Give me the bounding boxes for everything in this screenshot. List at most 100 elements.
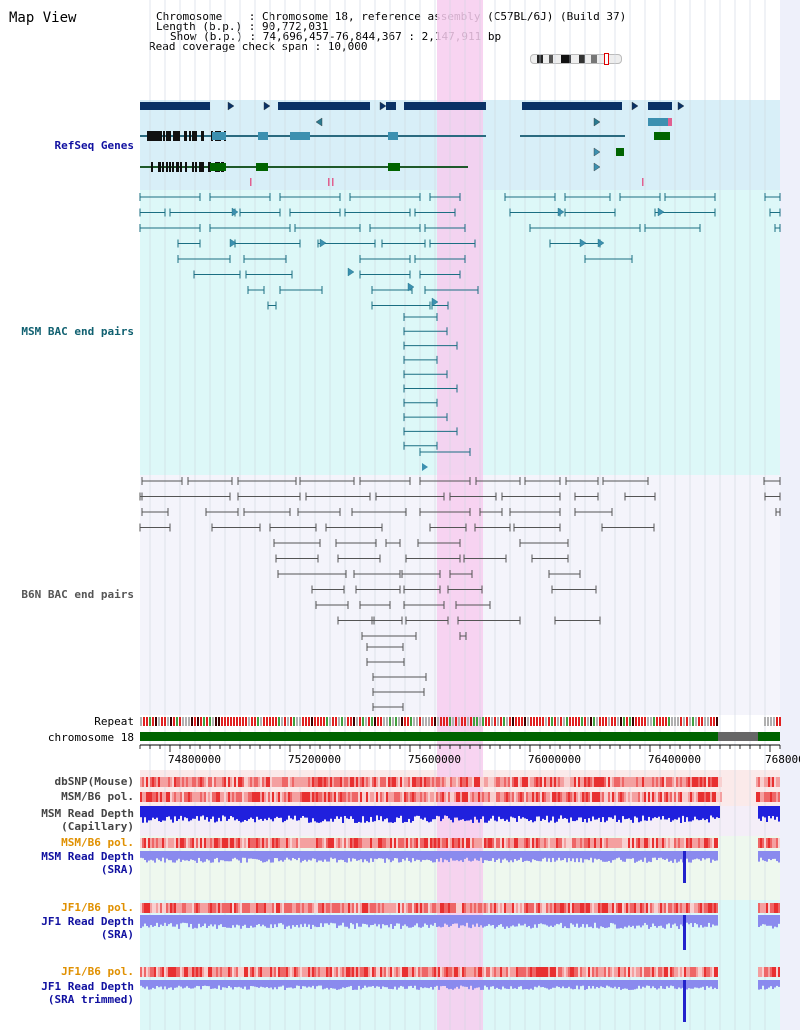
gene-exon: [185, 162, 187, 172]
heat-cell: [442, 967, 444, 977]
heat-cell: [720, 777, 722, 787]
depth-bar: [358, 980, 360, 986]
heat-cell: [270, 777, 272, 787]
depth-bar: [608, 851, 610, 861]
gene-exon: [169, 162, 171, 172]
heat-cell: [310, 777, 312, 787]
heat-cell: [704, 967, 706, 977]
track-label-msm-b6-pol[interactable]: MSM/B6 pol.: [61, 790, 134, 803]
heat-cell: [398, 903, 400, 913]
heat-cell: [630, 838, 632, 848]
depth-bar: [776, 851, 778, 862]
heat-cell: [586, 777, 588, 787]
heat-cell: [368, 838, 370, 848]
heat-cell: [472, 903, 474, 913]
depth-bar: [564, 980, 566, 989]
depth-bar: [234, 915, 236, 928]
depth-bar: [674, 806, 676, 820]
heat-cell: [686, 792, 688, 802]
heat-cell: [278, 777, 280, 787]
track-label-msm-b6-pol-2[interactable]: MSM/B6 pol.: [61, 836, 134, 849]
track-label-jf1-b6-pol[interactable]: JF1/B6 pol.: [61, 901, 134, 914]
heat-cell: [528, 838, 530, 848]
depth-bar: [200, 980, 202, 990]
heat-cell: [290, 903, 292, 913]
heat-cell: [402, 967, 404, 977]
track-label-msm-depth-capillary-1[interactable]: MSM Read Depth: [41, 807, 134, 820]
track-label-chromosome[interactable]: chromosome 18: [47, 731, 134, 744]
depth-bar: [578, 915, 580, 928]
depth-bar: [696, 915, 698, 925]
depth-bar: [530, 806, 532, 821]
depth-bar: [332, 806, 334, 822]
depth-bar: [612, 980, 614, 989]
repeat-element: [305, 717, 307, 726]
depth-bar: [774, 915, 776, 927]
heat-cell: [766, 792, 768, 802]
repeat-element: [413, 717, 415, 726]
repeat-element: [377, 717, 379, 726]
track-label-msm-depth-sra-1[interactable]: MSM Read Depth: [41, 850, 134, 863]
depth-bar: [544, 915, 546, 925]
bac-arrow: [422, 463, 428, 471]
depth-bar: [262, 806, 264, 821]
depth-bar: [352, 980, 354, 990]
depth-bar: [582, 851, 584, 863]
depth-bar: [694, 980, 696, 988]
repeat-element: [422, 717, 424, 726]
heat-cell: [558, 792, 560, 802]
heat-cell: [578, 777, 580, 787]
track-label-jf1-trimmed-1[interactable]: JF1 Read Depth: [41, 980, 134, 993]
depth-bar: [658, 851, 660, 858]
track-label-refseq[interactable]: RefSeq Genes: [54, 139, 134, 152]
heat-cell: [694, 967, 696, 977]
heat-cell: [664, 903, 666, 913]
depth-bar: [704, 851, 706, 860]
depth-bar: [660, 806, 662, 820]
heat-cell: [274, 792, 276, 802]
gene-exon: [199, 162, 201, 172]
depth-bar: [622, 980, 624, 989]
depth-bar: [494, 851, 496, 862]
track-label-repeat[interactable]: Repeat: [94, 715, 134, 728]
depth-bar: [320, 980, 322, 986]
depth-bar: [198, 980, 200, 987]
track-label-jf1-depth-1[interactable]: JF1 Read Depth: [41, 915, 134, 928]
heat-cell: [150, 792, 152, 802]
heat-cell: [548, 792, 550, 802]
heat-cell: [540, 792, 542, 802]
heat-cell: [542, 777, 544, 787]
heat-cell: [160, 777, 162, 787]
heat-cell: [762, 967, 764, 977]
gene-feature: [140, 102, 210, 110]
chromosome-ideogram[interactable]: [530, 53, 622, 65]
depth-bar: [646, 915, 648, 925]
heat-cell: [708, 838, 710, 848]
repeat-element: [491, 717, 493, 726]
heat-cell: [698, 967, 700, 977]
heat-cell: [390, 967, 392, 977]
track-label-b6n-bac[interactable]: B6N BAC end pairs: [21, 588, 134, 601]
depth-bar: [428, 980, 430, 989]
heat-cell: [258, 838, 260, 848]
repeat-element: [617, 717, 619, 726]
depth-bar: [340, 980, 342, 989]
heat-cell: [262, 838, 264, 848]
heat-cell: [506, 777, 508, 787]
repeat-element: [383, 717, 385, 726]
heat-cell: [186, 967, 188, 977]
depth-bar: [526, 806, 528, 820]
track-label-msm-bac[interactable]: MSM BAC end pairs: [21, 325, 134, 338]
depth-bar: [360, 851, 362, 860]
depth-bar: [500, 851, 502, 863]
heat-cell: [642, 838, 644, 848]
depth-bar: [628, 980, 630, 990]
track-label-jf1-b6-pol-2[interactable]: JF1/B6 pol.: [61, 965, 134, 978]
heat-cell: [312, 838, 314, 848]
depth-bar: [300, 980, 302, 990]
track-label-dbsnp[interactable]: dbSNP(Mouse): [54, 775, 134, 788]
depth-bar: [420, 915, 422, 928]
depth-bar: [588, 915, 590, 928]
depth-bar: [286, 915, 288, 927]
